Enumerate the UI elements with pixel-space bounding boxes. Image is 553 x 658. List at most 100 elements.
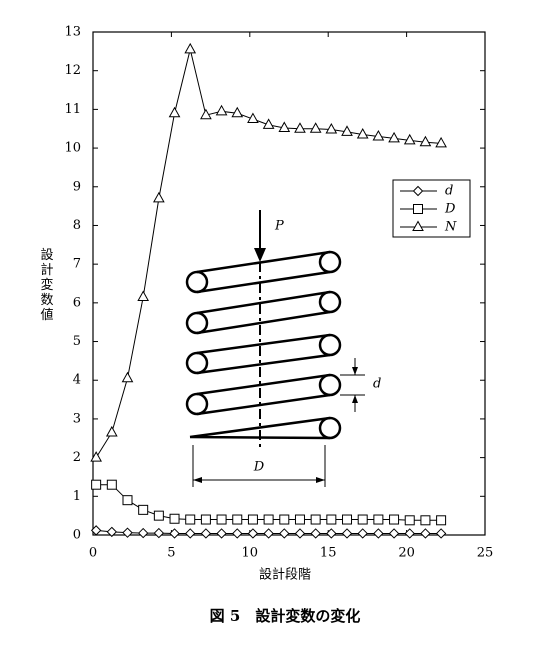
y-tick-label: 4 <box>73 373 81 388</box>
marker <box>106 479 117 490</box>
x-tick-label: 10 <box>242 546 259 561</box>
x-tick-label: 5 <box>167 546 175 561</box>
caption: 図 5 設計変数の変化 <box>210 607 361 625</box>
marker <box>403 133 416 145</box>
marker <box>435 528 447 539</box>
marker <box>278 121 291 132</box>
y-tick-label: 11 <box>64 102 81 117</box>
marker <box>200 108 212 120</box>
marker <box>105 425 118 437</box>
marker <box>168 106 181 118</box>
marker <box>263 514 274 525</box>
marker <box>372 129 385 141</box>
marker <box>342 514 353 525</box>
marker <box>216 514 227 525</box>
marker <box>326 514 337 525</box>
marker <box>232 528 243 539</box>
marker <box>435 136 447 148</box>
marker <box>388 528 400 539</box>
marker <box>106 526 118 538</box>
spring-diagram: P d D <box>185 210 381 487</box>
diagram-label: P <box>274 219 284 234</box>
marker <box>388 131 400 143</box>
marker <box>326 528 337 539</box>
marker <box>153 510 164 521</box>
marker <box>215 104 228 116</box>
marker <box>294 122 306 133</box>
marker <box>310 514 321 525</box>
marker <box>262 118 275 129</box>
legend-marker <box>412 220 424 231</box>
marker <box>169 513 180 524</box>
marker <box>404 515 415 526</box>
marker <box>90 525 102 536</box>
marker <box>373 528 384 539</box>
marker <box>325 122 338 134</box>
y-tick-label: 7 <box>73 257 81 272</box>
marker <box>436 515 447 526</box>
marker <box>200 528 212 539</box>
marker <box>185 514 196 525</box>
marker <box>263 528 274 539</box>
y-tick-label: 6 <box>73 295 81 310</box>
marker <box>185 528 196 539</box>
marker <box>138 504 149 515</box>
legend-label: d <box>445 184 453 199</box>
marker <box>341 528 353 539</box>
marker <box>294 514 305 525</box>
marker <box>122 527 133 538</box>
y-axis-label: 設計変数値 <box>38 247 54 323</box>
x-tick-label: 25 <box>477 546 494 561</box>
marker <box>90 451 102 462</box>
marker <box>309 122 322 133</box>
marker <box>279 528 290 539</box>
y-tick-label: 12 <box>64 63 81 78</box>
marker <box>247 112 259 124</box>
plot-frame <box>92 31 486 536</box>
marker <box>169 528 180 539</box>
marker <box>153 191 165 203</box>
marker <box>419 135 432 147</box>
x-axis-label: 設計段階 <box>259 567 311 583</box>
legend-marker <box>412 185 424 197</box>
y-tick-label: 8 <box>73 218 81 233</box>
x-tick-label: 20 <box>398 546 415 561</box>
y-tick-label: 9 <box>73 179 81 194</box>
marker <box>357 514 368 525</box>
y-tick-label: 0 <box>73 528 81 543</box>
marker <box>279 514 290 525</box>
marker <box>247 514 258 525</box>
marker <box>231 106 244 118</box>
y-tick-label: 13 <box>64 25 81 40</box>
legend-marker <box>413 204 423 214</box>
marker <box>200 514 211 525</box>
marker <box>122 495 133 506</box>
marker <box>153 527 165 539</box>
diagram-label: d <box>373 377 381 392</box>
marker <box>373 514 384 525</box>
x-tick-label: 0 <box>89 546 97 561</box>
y-tick-label: 10 <box>64 141 81 156</box>
marker <box>232 514 243 525</box>
marker <box>420 515 431 526</box>
diagram-label: D <box>253 460 265 475</box>
marker <box>356 128 369 139</box>
marker <box>247 528 259 539</box>
y-tick-label: 1 <box>73 489 81 504</box>
marker <box>310 528 321 539</box>
y-tick-label: 5 <box>73 334 81 349</box>
legend-label: D <box>444 202 456 217</box>
x-tick-label: 15 <box>320 546 337 561</box>
marker <box>341 125 353 136</box>
marker <box>389 514 400 525</box>
marker <box>137 290 150 302</box>
series-line <box>95 49 442 458</box>
marker <box>420 528 431 539</box>
marker <box>216 528 227 539</box>
marker <box>137 527 149 539</box>
marker <box>404 528 415 539</box>
marker <box>184 42 197 54</box>
legend-label: N <box>444 220 457 235</box>
